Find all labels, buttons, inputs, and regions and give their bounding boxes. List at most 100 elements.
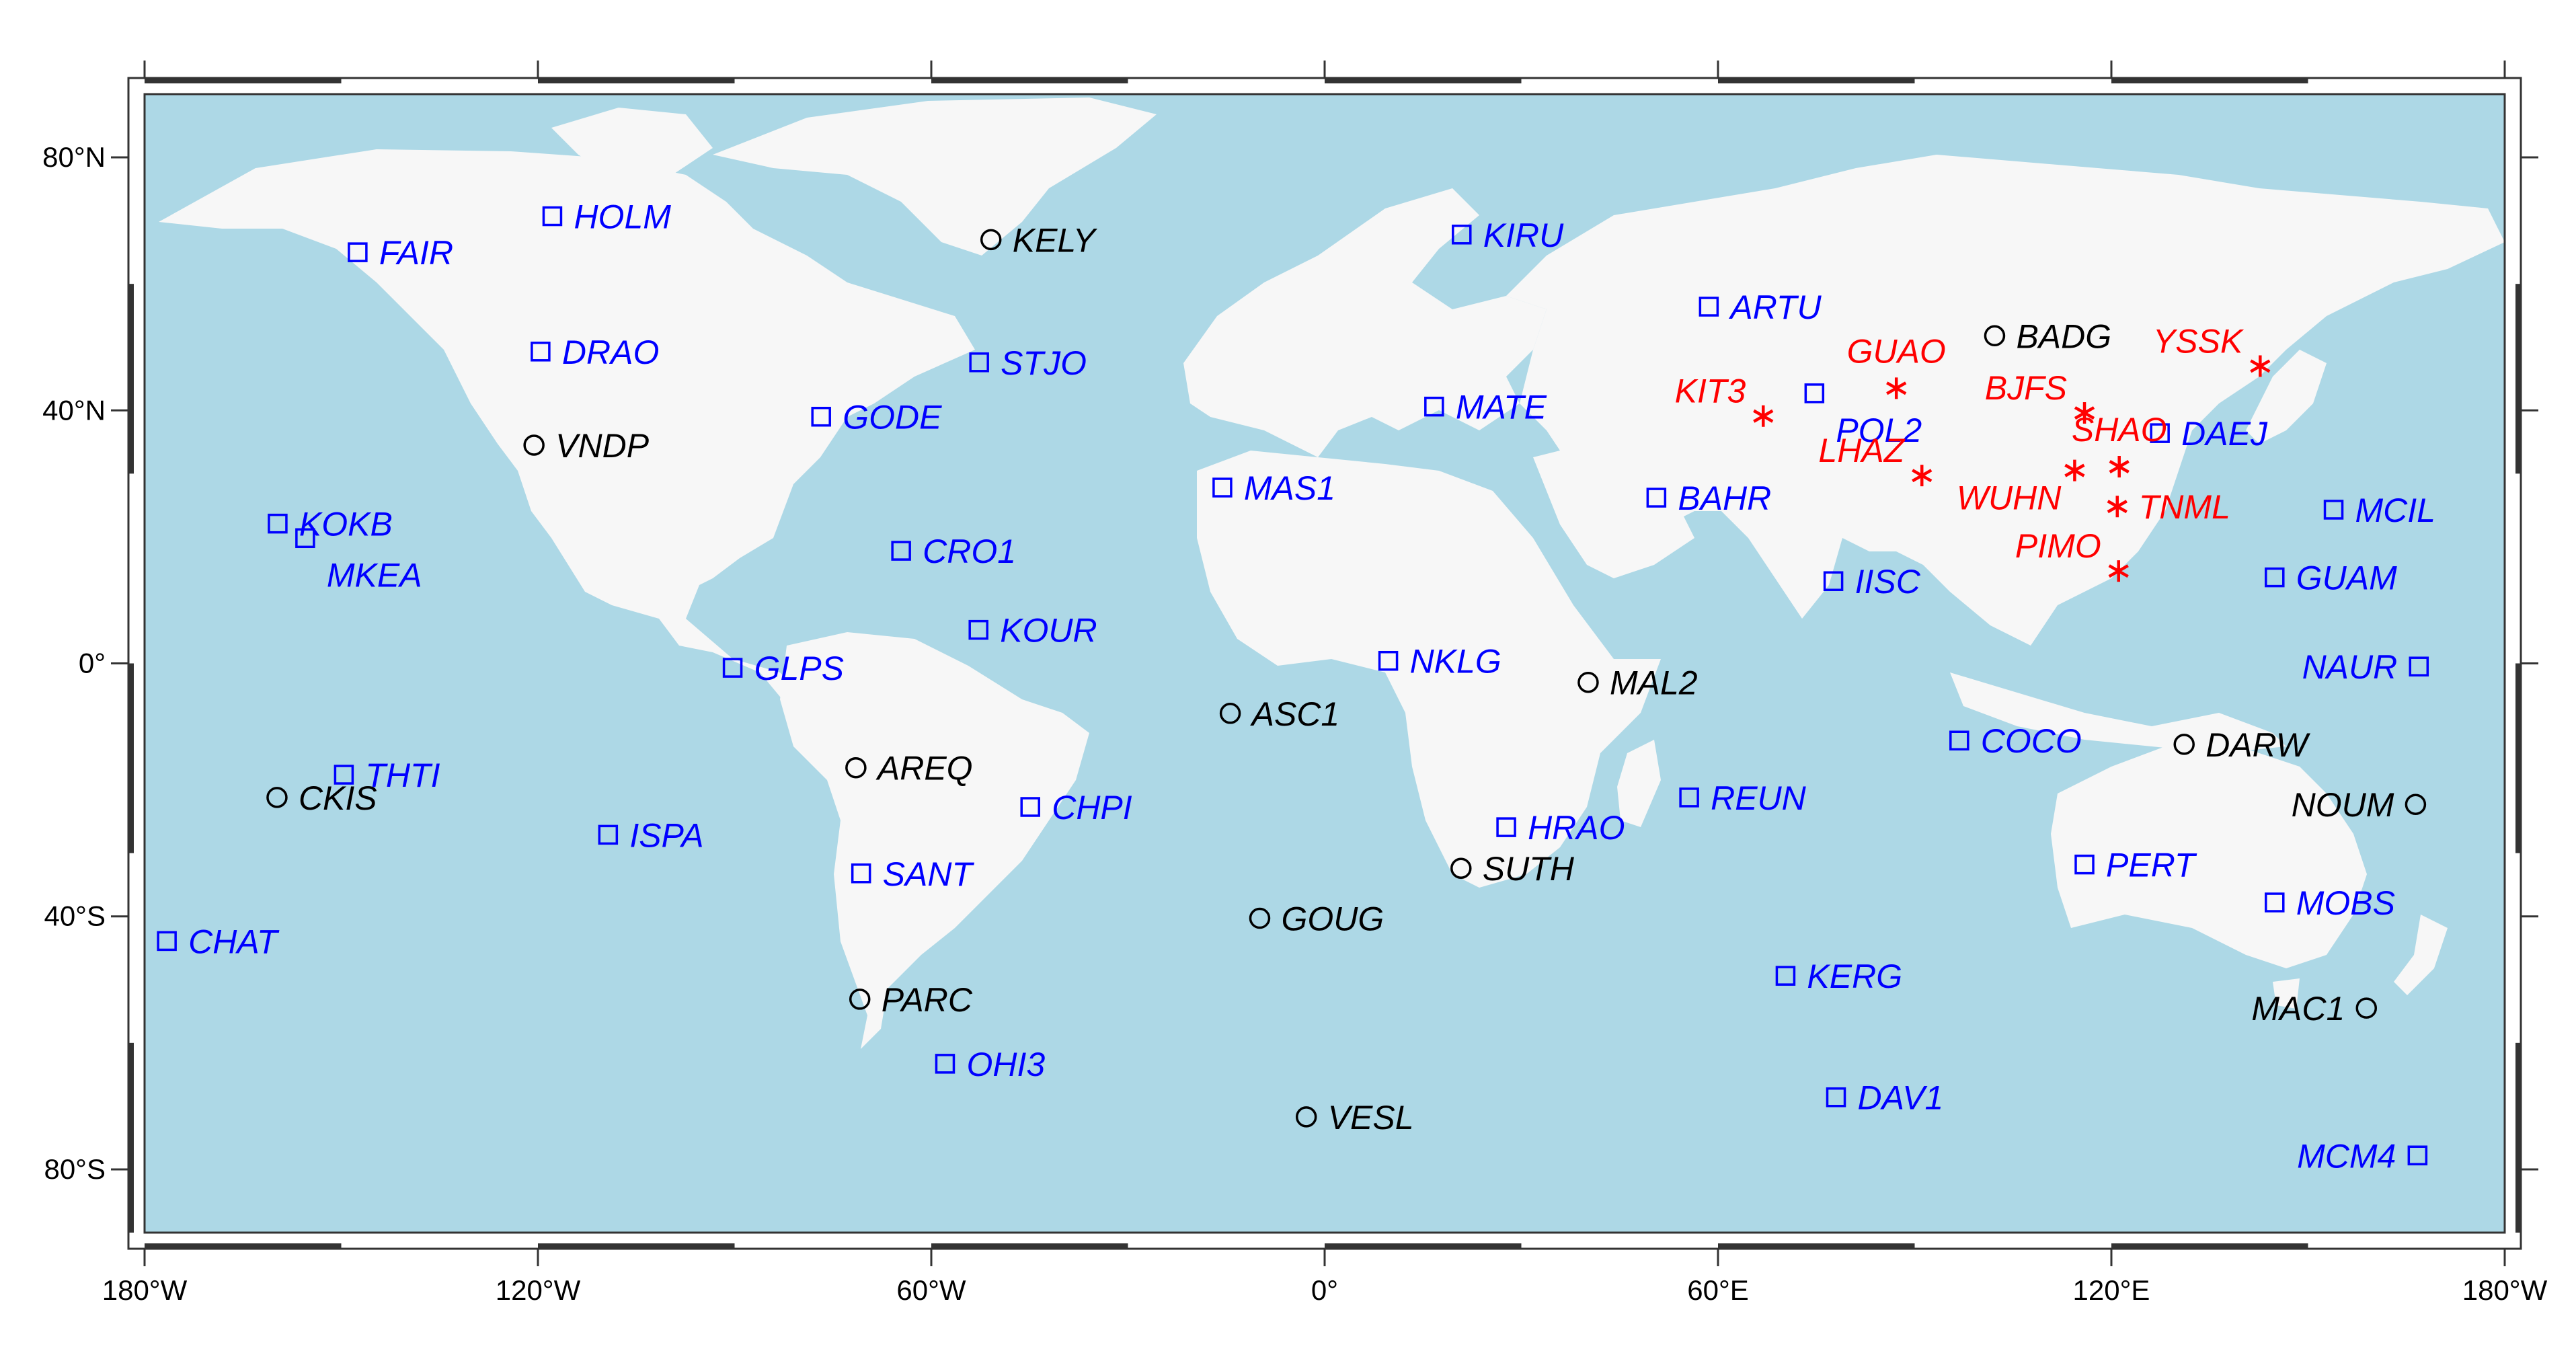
station-label: YSSK — [2153, 322, 2245, 360]
square-marker — [1826, 1087, 1846, 1108]
square-marker — [1378, 650, 1399, 671]
square-marker — [1949, 730, 1969, 750]
station-suth: SUTH — [1450, 850, 1575, 888]
circle-marker — [266, 787, 288, 808]
circle-marker — [980, 229, 1002, 251]
landmass-new-zealand — [2394, 915, 2448, 995]
frame-band — [145, 78, 342, 83]
station-label: MATE — [1456, 389, 1547, 426]
station-label: BAHR — [1678, 479, 1771, 517]
frame-inner — [143, 93, 2506, 1234]
station-label: KELY — [1013, 221, 1098, 259]
square-marker — [268, 513, 288, 534]
square-marker — [1823, 571, 1844, 591]
station-bahr: BAHR — [1646, 479, 1771, 517]
station-goug: GOUG — [1249, 900, 1384, 938]
square-marker — [1020, 797, 1040, 817]
station-label: STJO — [1001, 344, 1087, 382]
frame-band — [2515, 1042, 2521, 1233]
station-mcm4: MCM4 — [2297, 1137, 2428, 1175]
circle-marker — [2173, 734, 2195, 755]
station-label: CHAT — [188, 923, 280, 960]
square-marker — [2265, 892, 2285, 913]
square-marker — [1775, 966, 1796, 986]
square-marker — [1452, 225, 1472, 245]
square-marker — [1212, 477, 1233, 498]
square-marker — [2409, 656, 2429, 676]
square-marker — [1496, 817, 1516, 837]
station-mac1: MAC1 — [2251, 990, 2378, 1028]
station-layer: FAIRHOLMDRAOKELYSTJOGODEVNDPKOKBMKEACRO1… — [157, 198, 2435, 1175]
station-label: KIT3 — [1675, 373, 1746, 410]
square-marker — [722, 658, 743, 678]
station-daej: DAEJ — [2150, 415, 2268, 453]
station-label: NKLG — [1410, 643, 1501, 681]
square-marker — [1699, 297, 1719, 317]
y-tick-label: 40°S — [44, 900, 106, 932]
station-label: FAIR — [379, 234, 453, 272]
landmass-europe — [1183, 188, 1547, 457]
station-label: CRO1 — [923, 533, 1016, 570]
station-label: ASC1 — [1250, 695, 1340, 733]
landmass-asia — [1506, 155, 2505, 646]
circle-marker — [2355, 997, 2378, 1019]
station-tnml: TNML — [2107, 488, 2230, 526]
square-marker — [811, 406, 831, 427]
station-bjfs: BJFS — [1985, 369, 2095, 424]
station-hrao: HRAO — [1496, 809, 1625, 847]
square-marker — [2150, 423, 2170, 443]
station-label: NAUR — [2302, 648, 2398, 686]
square-marker — [1424, 396, 1444, 417]
frame-band — [128, 663, 134, 853]
station-kely: KELY — [980, 221, 1098, 259]
frame-band — [145, 1243, 342, 1249]
station-label: KIRU — [1483, 217, 1564, 254]
station-reun: REUN — [1679, 779, 1807, 817]
station-label: PIMO — [2015, 527, 2101, 565]
frame-band — [538, 78, 735, 83]
landmass-arctic-islands — [551, 108, 713, 175]
frame-band — [128, 284, 134, 474]
station-mcil: MCIL — [2323, 492, 2435, 529]
landmass-japan — [2246, 350, 2327, 444]
asterisk-marker — [2250, 355, 2271, 377]
square-marker — [295, 528, 315, 549]
station-ispa: ISPA — [598, 816, 704, 854]
asterisk-marker — [2074, 402, 2095, 424]
station-nklg: NKLG — [1378, 643, 1501, 681]
square-marker — [1679, 787, 1699, 808]
frame-band — [2515, 663, 2521, 853]
station-guao: GUAO — [1847, 332, 1946, 399]
station-kiru: KIRU — [1452, 217, 1564, 254]
landmass-tasmania — [2273, 978, 2300, 1009]
asterisk-marker — [1753, 405, 1774, 427]
circle-marker — [845, 757, 867, 779]
x-tick-label: 180°W — [102, 1274, 188, 1306]
square-marker — [542, 206, 563, 227]
square-marker — [1804, 383, 1825, 403]
station-label: CHPI — [1052, 789, 1132, 826]
landmass-indonesia — [1950, 672, 2286, 753]
x-tick-label: 60°W — [896, 1274, 966, 1306]
station-label: COCO — [1981, 722, 2082, 760]
station-label: AREQ — [875, 750, 973, 787]
frame-band — [931, 1243, 1128, 1249]
station-naur: NAUR — [2302, 648, 2429, 686]
y-tick-label: 80°S — [44, 1153, 106, 1185]
square-marker — [891, 541, 911, 561]
station-ckis: CKIS — [266, 779, 377, 817]
y-tick-label: 80°N — [42, 141, 106, 173]
station-areq: AREQ — [845, 750, 973, 787]
station-label: MAS1 — [1244, 469, 1335, 507]
station-label: KERG — [1807, 958, 1902, 995]
station-label: GUAO — [1847, 332, 1946, 370]
square-marker — [851, 863, 871, 884]
circle-marker — [523, 434, 545, 456]
station-coco: COCO — [1949, 722, 2082, 760]
asterisk-marker — [2108, 560, 2129, 582]
x-tick-label: 180°W — [2462, 1274, 2548, 1306]
station-label: GLPS — [754, 650, 844, 687]
station-guam: GUAM — [2265, 559, 2397, 597]
station-pimo: PIMO — [2015, 527, 2129, 582]
